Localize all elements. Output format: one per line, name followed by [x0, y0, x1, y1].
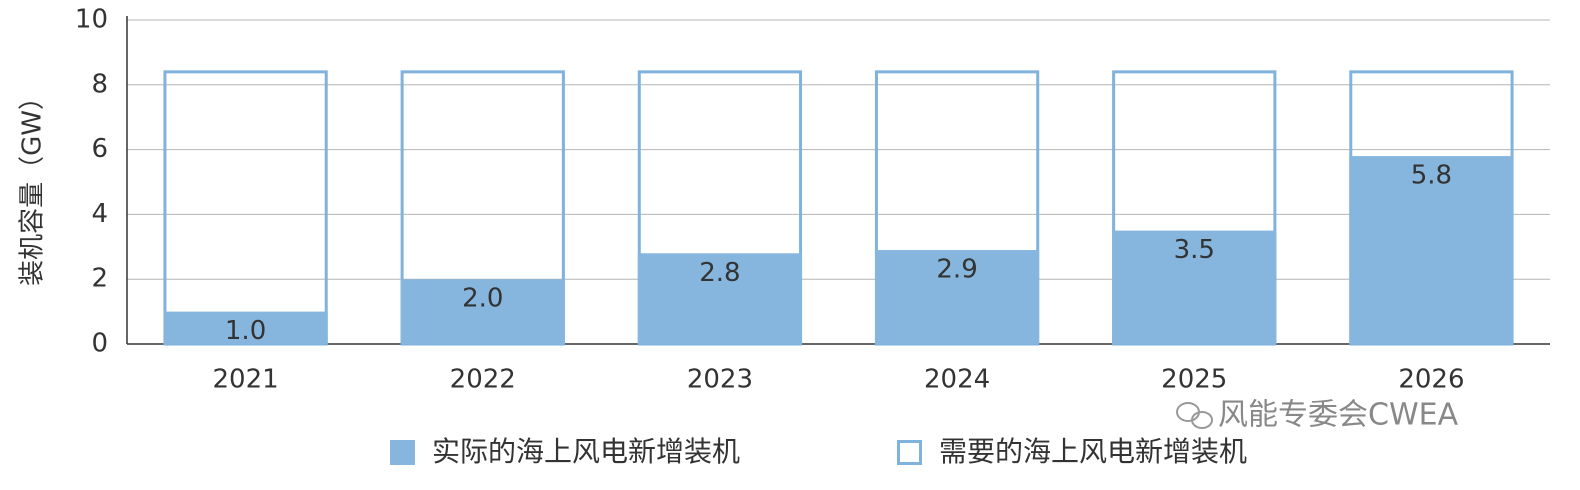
watermark-icon	[1176, 402, 1213, 429]
actual-bar	[874, 250, 1040, 344]
y-tick-label: 2	[91, 264, 108, 294]
x-tick-label: 2026	[1398, 365, 1464, 395]
legend-label: 需要的海上风电新增装机	[939, 435, 1247, 468]
watermark: 风能专委会CWEA	[1218, 398, 1459, 433]
legend-swatch	[390, 440, 415, 465]
x-tick-label: 2024	[924, 365, 990, 395]
x-tick-label: 2023	[687, 365, 753, 395]
actual-bar	[1349, 156, 1514, 344]
legend-label: 实际的海上风电新增装机	[432, 435, 740, 468]
y-tick-label: 4	[91, 199, 108, 229]
required-bar	[163, 70, 328, 346]
y-axis-label: 装机容量（GW）	[18, 84, 48, 286]
y-tick-label: 10	[75, 5, 108, 35]
value-label: 3.5	[1174, 235, 1215, 265]
actual-bar	[400, 279, 565, 344]
y-tick-label: 8	[91, 69, 108, 99]
legend-swatch	[897, 440, 922, 465]
actual-bar	[1112, 230, 1277, 344]
actual-bar	[163, 311, 328, 344]
x-tick-label: 2022	[450, 365, 516, 395]
value-label: 5.8	[1411, 161, 1452, 191]
y-tick-label: 0	[91, 329, 108, 359]
value-label: 2.9	[936, 255, 977, 285]
value-label: 2.8	[699, 258, 740, 288]
x-tick-label: 2025	[1161, 365, 1227, 395]
y-tick-label: 6	[91, 134, 108, 164]
value-label: 1.0	[225, 316, 266, 346]
value-label: 2.0	[462, 284, 503, 314]
x-tick-label: 2021	[212, 365, 278, 395]
actual-bar	[637, 253, 803, 344]
